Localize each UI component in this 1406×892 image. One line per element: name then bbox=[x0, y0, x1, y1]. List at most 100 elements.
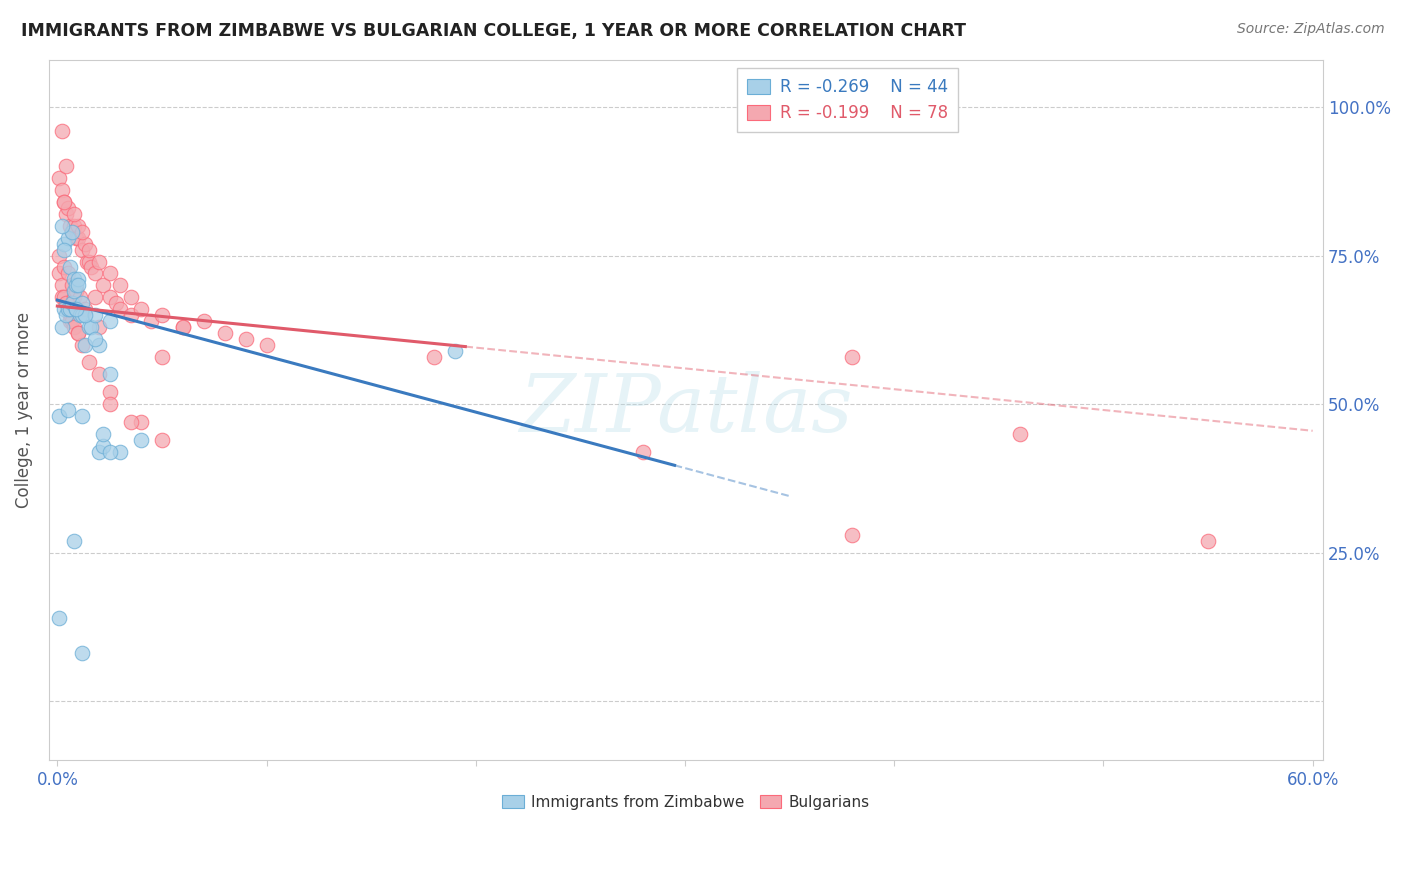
Point bbox=[55, 308, 77, 322]
Point bbox=[150, 308, 173, 322]
Text: Source: ZipAtlas.com: Source: ZipAtlas.com bbox=[1237, 22, 1385, 37]
Point bbox=[48, 171, 70, 186]
Point bbox=[98, 314, 121, 328]
Point bbox=[67, 219, 90, 233]
Point bbox=[60, 278, 83, 293]
Point bbox=[444, 343, 467, 358]
Point bbox=[214, 326, 236, 340]
Point bbox=[63, 290, 86, 304]
Point bbox=[73, 236, 96, 251]
Point bbox=[59, 260, 82, 275]
Y-axis label: College, 1 year or more: College, 1 year or more bbox=[15, 312, 32, 508]
Point bbox=[56, 267, 79, 281]
Point bbox=[73, 308, 96, 322]
Point bbox=[67, 272, 90, 286]
Point bbox=[67, 326, 90, 340]
Point bbox=[172, 319, 194, 334]
Point bbox=[120, 308, 142, 322]
Point bbox=[235, 332, 257, 346]
Point bbox=[129, 301, 152, 316]
Point bbox=[120, 415, 142, 429]
Point bbox=[67, 278, 90, 293]
Point bbox=[77, 355, 100, 369]
Point bbox=[60, 296, 83, 310]
Point bbox=[59, 314, 82, 328]
Point bbox=[72, 296, 94, 310]
Point bbox=[63, 219, 86, 233]
Point bbox=[89, 319, 111, 334]
Point bbox=[51, 319, 73, 334]
Point bbox=[51, 290, 73, 304]
Point bbox=[56, 201, 79, 215]
Point bbox=[129, 433, 152, 447]
Point bbox=[56, 231, 79, 245]
Point bbox=[73, 337, 96, 351]
Point bbox=[77, 254, 100, 268]
Point bbox=[93, 439, 115, 453]
Point bbox=[84, 290, 107, 304]
Point bbox=[55, 296, 77, 310]
Point bbox=[56, 301, 79, 316]
Point bbox=[108, 301, 131, 316]
Point bbox=[72, 225, 94, 239]
Point bbox=[423, 350, 446, 364]
Point bbox=[56, 301, 79, 316]
Point bbox=[65, 278, 87, 293]
Point bbox=[60, 225, 83, 239]
Point bbox=[84, 267, 107, 281]
Point bbox=[129, 415, 152, 429]
Point bbox=[631, 444, 654, 458]
Point bbox=[84, 308, 107, 322]
Point bbox=[48, 249, 70, 263]
Point bbox=[89, 444, 111, 458]
Point bbox=[52, 195, 75, 210]
Point bbox=[65, 301, 87, 316]
Point bbox=[98, 444, 121, 458]
Point bbox=[1008, 426, 1031, 441]
Point bbox=[141, 314, 163, 328]
Point bbox=[80, 260, 103, 275]
Point bbox=[59, 308, 82, 322]
Point bbox=[59, 301, 82, 316]
Point bbox=[73, 301, 96, 316]
Point bbox=[89, 254, 111, 268]
Point bbox=[59, 219, 82, 233]
Legend: Immigrants from Zimbabwe, Bulgarians: Immigrants from Zimbabwe, Bulgarians bbox=[496, 789, 876, 816]
Point bbox=[67, 326, 90, 340]
Point bbox=[84, 332, 107, 346]
Point bbox=[841, 527, 863, 541]
Point bbox=[98, 397, 121, 411]
Point bbox=[48, 267, 70, 281]
Point bbox=[93, 426, 115, 441]
Text: IMMIGRANTS FROM ZIMBABWE VS BULGARIAN COLLEGE, 1 YEAR OR MORE CORRELATION CHART: IMMIGRANTS FROM ZIMBABWE VS BULGARIAN CO… bbox=[21, 22, 966, 40]
Point bbox=[72, 308, 94, 322]
Point bbox=[150, 433, 173, 447]
Point bbox=[55, 160, 77, 174]
Point bbox=[65, 231, 87, 245]
Point bbox=[172, 319, 194, 334]
Point bbox=[52, 243, 75, 257]
Point bbox=[120, 290, 142, 304]
Point bbox=[63, 207, 86, 221]
Point bbox=[72, 409, 94, 423]
Point bbox=[48, 611, 70, 625]
Point bbox=[52, 195, 75, 210]
Point bbox=[55, 207, 77, 221]
Point bbox=[193, 314, 215, 328]
Point bbox=[93, 278, 115, 293]
Point bbox=[77, 243, 100, 257]
Point bbox=[52, 236, 75, 251]
Point bbox=[69, 308, 91, 322]
Point bbox=[150, 350, 173, 364]
Point bbox=[108, 278, 131, 293]
Point bbox=[108, 444, 131, 458]
Point bbox=[69, 290, 91, 304]
Point bbox=[256, 337, 278, 351]
Point bbox=[60, 225, 83, 239]
Point bbox=[51, 219, 73, 233]
Point bbox=[1197, 533, 1219, 548]
Point bbox=[65, 284, 87, 298]
Point bbox=[63, 284, 86, 298]
Point bbox=[89, 337, 111, 351]
Point bbox=[98, 368, 121, 382]
